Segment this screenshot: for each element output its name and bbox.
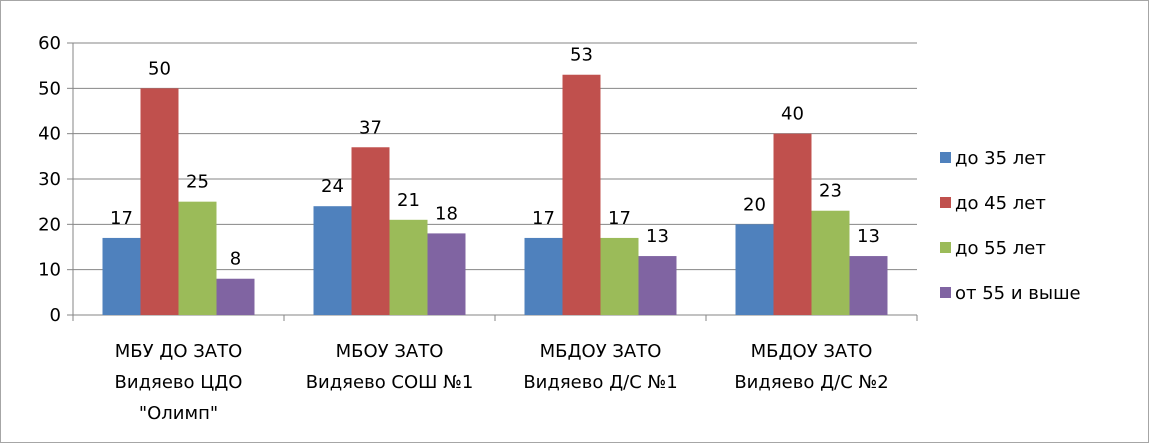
x-category-label: Видяево Д/С №2 bbox=[734, 372, 888, 393]
bar bbox=[562, 74, 601, 315]
y-tick-label: 30 bbox=[38, 169, 61, 190]
data-label: 20 bbox=[743, 194, 766, 215]
legend-label: до 35 лет bbox=[955, 148, 1046, 169]
x-category-label: Видяево СОШ №1 bbox=[306, 372, 474, 393]
y-tick-label: 10 bbox=[38, 260, 61, 281]
legend-swatch bbox=[940, 287, 951, 298]
bar bbox=[351, 147, 390, 315]
bar bbox=[811, 210, 850, 315]
data-label: 21 bbox=[397, 190, 420, 211]
bar bbox=[313, 206, 352, 315]
y-tick-label: 0 bbox=[50, 305, 61, 326]
legend-swatch bbox=[940, 242, 951, 253]
bar bbox=[178, 201, 217, 315]
data-label: 13 bbox=[857, 226, 880, 247]
y-tick-label: 40 bbox=[38, 124, 61, 145]
x-category-label: Видяево Д/С №1 bbox=[523, 372, 677, 393]
data-label: 13 bbox=[646, 226, 669, 247]
legend-label: до 55 лет bbox=[955, 238, 1046, 259]
x-category-label: МБДОУ ЗАТО bbox=[751, 341, 873, 362]
x-category-label: Видяево ЦДО bbox=[115, 372, 243, 393]
data-label: 53 bbox=[570, 45, 593, 66]
x-category-label: МБОУ ЗАТО bbox=[336, 341, 444, 362]
bar bbox=[102, 237, 141, 315]
data-label: 24 bbox=[321, 176, 344, 197]
x-category-label: МБУ ДО ЗАТО bbox=[115, 341, 243, 362]
data-label: 40 bbox=[781, 104, 804, 125]
data-label: 17 bbox=[608, 208, 631, 229]
y-tick-label: 50 bbox=[38, 78, 61, 99]
data-label: 23 bbox=[819, 181, 842, 202]
data-label: 18 bbox=[435, 203, 458, 224]
legend-swatch bbox=[940, 152, 951, 163]
data-label: 37 bbox=[359, 117, 382, 138]
x-category-label: "Олимп" bbox=[139, 403, 218, 424]
y-tick-label: 60 bbox=[38, 33, 61, 54]
data-label: 25 bbox=[186, 172, 209, 193]
data-label: 17 bbox=[110, 208, 133, 229]
data-label: 17 bbox=[532, 208, 555, 229]
legend-swatch bbox=[940, 197, 951, 208]
legend-label: до 45 лет bbox=[955, 193, 1046, 214]
bar bbox=[773, 133, 812, 315]
bar bbox=[427, 233, 466, 315]
bar bbox=[735, 224, 774, 315]
y-tick-label: 20 bbox=[38, 214, 61, 235]
x-category-label: МБДОУ ЗАТО bbox=[540, 341, 662, 362]
bar bbox=[600, 237, 639, 315]
bar bbox=[140, 88, 179, 315]
bar bbox=[524, 237, 563, 315]
data-label: 50 bbox=[148, 58, 171, 79]
bar bbox=[389, 219, 428, 315]
legend-label: от 55 и выше bbox=[955, 283, 1081, 304]
bar bbox=[216, 278, 255, 315]
data-label: 8 bbox=[230, 249, 241, 270]
bar bbox=[638, 256, 677, 315]
bar bbox=[849, 256, 888, 315]
